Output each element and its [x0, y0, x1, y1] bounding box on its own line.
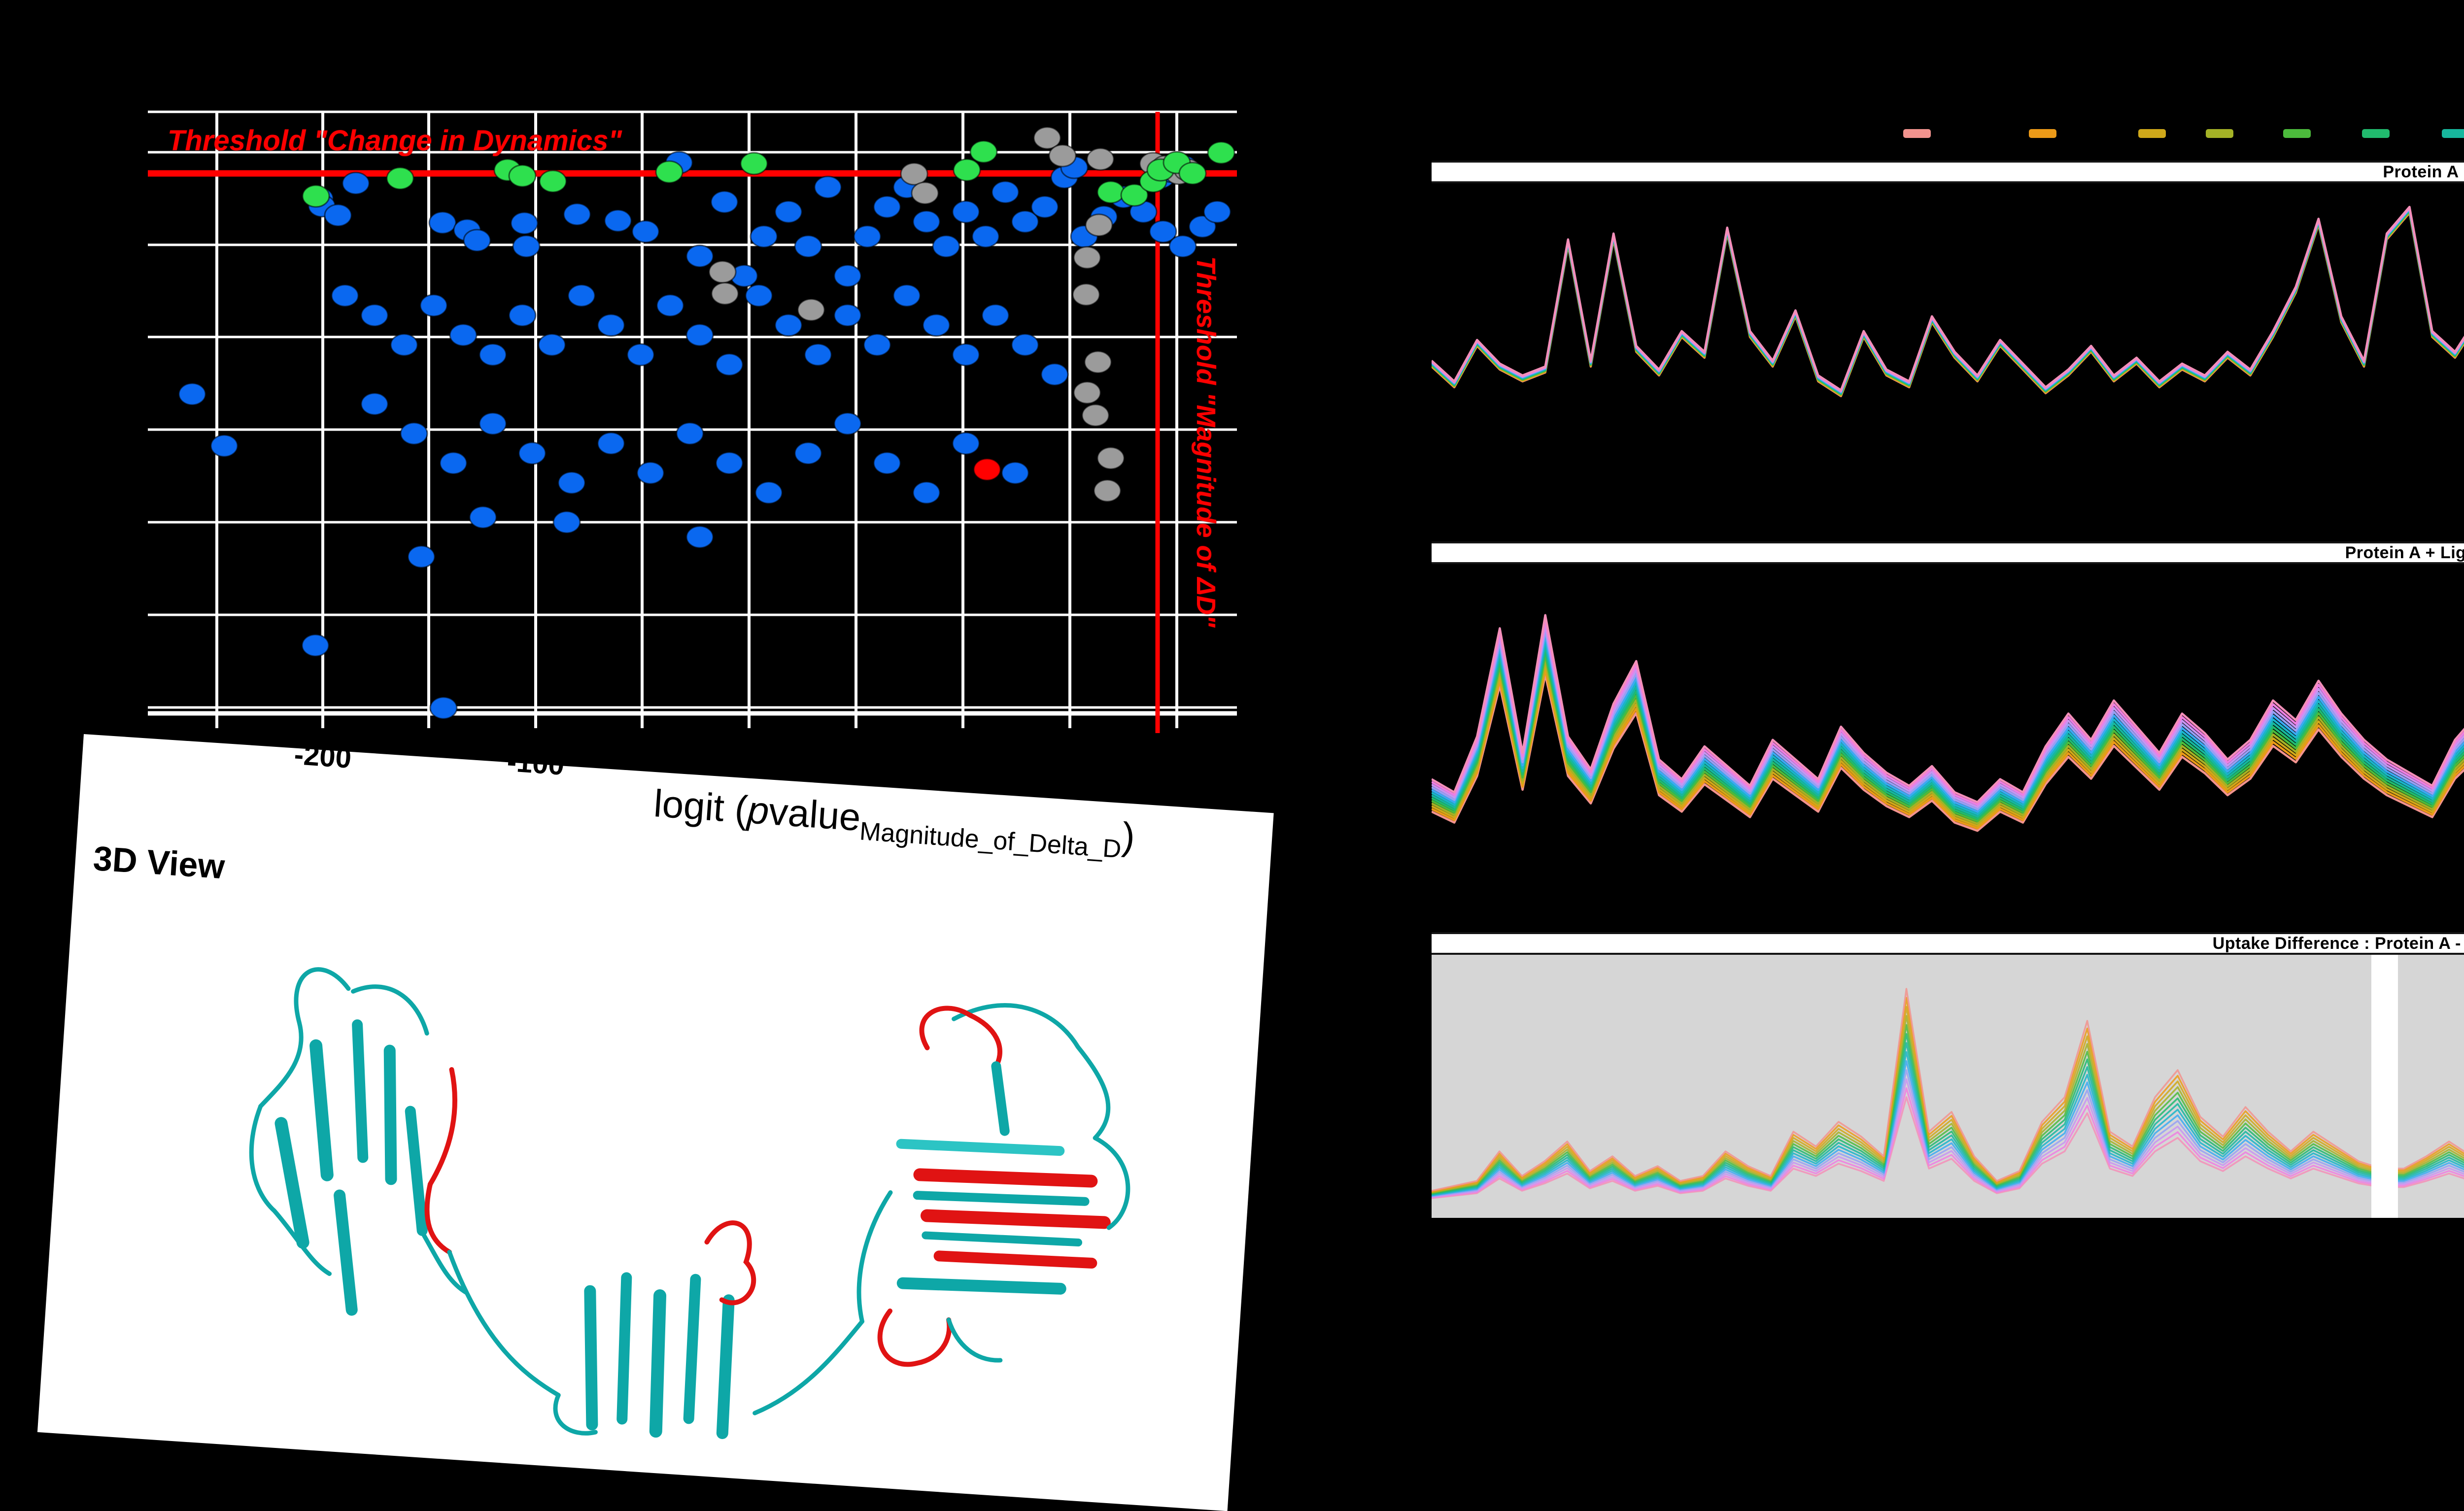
protein-structure-viewport[interactable]: [112, 886, 1180, 1486]
axis-title-pre: logit (: [652, 781, 750, 832]
panel-title-protein-a-text: Protein A: [2383, 162, 2459, 181]
axis-title-p: p: [746, 788, 771, 833]
panel-title-protein-a: Protein A: [1432, 161, 2464, 183]
panel-title-protein-a-ligand: Protein A + Ligand: [1432, 541, 2464, 564]
legend-swatch-1[interactable]: [1903, 129, 1931, 138]
threshold-change-in-dynamics-label: Threshold "Change in Dynamics": [168, 125, 622, 157]
threshold-magnitude-of-dd-label: Threshold "Magnitude of ΔD": [1191, 256, 1221, 628]
x-axis-tick-minus-100: -100: [506, 745, 566, 781]
volcano-plot[interactable]: [138, 99, 1247, 739]
x-axis-tick-minus-200: -200: [293, 739, 353, 774]
protein-a-ligand-chart[interactable]: [1432, 561, 2464, 931]
app-canvas: { "page":{"bg":"#000000"}, "volcano":{ "…: [37, 99, 2464, 1511]
panel-title-uptake-difference-text: Uptake Difference : Protein A - (Protein…: [2212, 934, 2464, 953]
panel-title-protein-a-ligand-text: Protein A + Ligand: [2345, 543, 2464, 562]
axis-title-value: value: [767, 789, 862, 839]
legend-swatch-7[interactable]: [2442, 129, 2464, 138]
legend-swatch-2[interactable]: [2029, 129, 2056, 138]
3d-view-title: 3D View: [92, 839, 226, 886]
legend-swatch-3[interactable]: [2138, 129, 2166, 138]
protein-a-chart[interactable]: [1432, 181, 2464, 526]
panel-title-uptake-difference: Uptake Difference : Protein A - (Protein…: [1432, 932, 2464, 955]
legend-swatch-5[interactable]: [2283, 129, 2311, 138]
legend-swatch-6[interactable]: [2362, 129, 2390, 138]
uptake-difference-chart[interactable]: [1432, 952, 2464, 1218]
legend-swatch-4[interactable]: [2206, 129, 2233, 138]
